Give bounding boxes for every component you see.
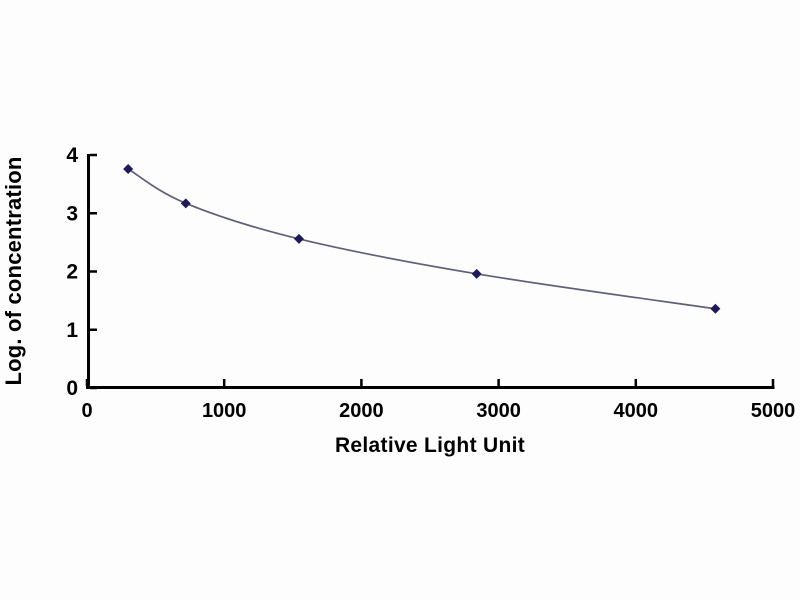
x-tick-label: 2000 [339,400,384,422]
x-tick-label: 3000 [476,400,521,422]
data-point-marker [123,163,134,174]
x-axis-title: Relative Light Unit [334,434,526,457]
data-point-marker [293,233,304,244]
data-point-marker [180,198,191,209]
x-tick-label: 4000 [614,400,659,422]
series-line [127,168,716,310]
x-tick-label: 0 [81,400,92,422]
y-tick-label: 1 [66,319,78,342]
x-tick-label: 5000 [751,400,796,422]
data-point-marker [471,268,482,279]
y-axis-title: Log. of concentration [1,156,26,386]
data-point-marker [710,303,721,314]
y-tick-label: 3 [66,202,78,225]
y-tick-label: 0 [66,377,78,400]
y-tick-label: 2 [66,261,78,284]
y-tick-label: 4 [66,144,78,167]
x-tick-label: 1000 [202,400,247,422]
